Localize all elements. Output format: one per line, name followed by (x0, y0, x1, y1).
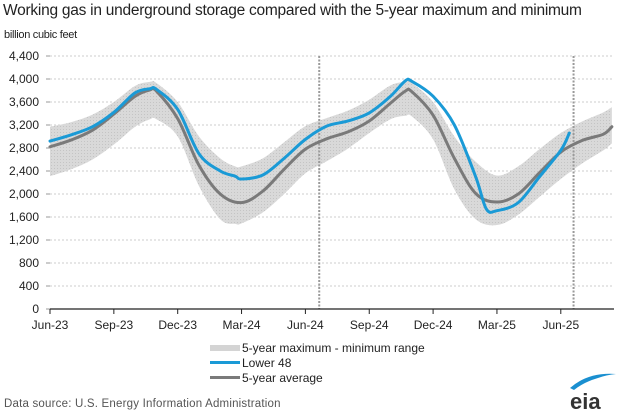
legend-label: Lower 48 (242, 355, 292, 370)
y-tick-label: 3,200 (9, 118, 39, 132)
y-tick-label: 1,600 (9, 210, 39, 224)
reference-lines (318, 56, 575, 309)
range-band (50, 81, 612, 226)
x-tick-label: Jun-24 (287, 318, 324, 332)
eia-logo-swoosh-icon (570, 373, 616, 390)
y-tick-label: 4,400 (9, 49, 39, 63)
y-tick-label: 400 (19, 279, 39, 293)
y-tick-label: 800 (19, 256, 39, 270)
lower48-line (48, 77, 571, 214)
y-tick-label: 2,800 (9, 141, 39, 155)
average-swatch (210, 376, 240, 379)
y-tick-label: 0 (32, 302, 39, 316)
chart-title: Working gas in underground storage compa… (3, 2, 582, 19)
eia-logo-text: eia (570, 389, 601, 412)
range-swatch (210, 344, 240, 351)
x-tick-label: Dec-24 (414, 318, 453, 332)
x-tick-label: Mar-25 (478, 318, 516, 332)
x-tick-label: Dec-23 (158, 318, 197, 332)
eia-logo: eia (570, 373, 616, 412)
y-tick-label: 3,600 (9, 95, 39, 109)
data-source-note: Data source: U.S. Energy Information Adm… (4, 398, 281, 410)
y-tick-label: 2,000 (9, 187, 39, 201)
y-tick-label: 1,200 (9, 233, 39, 247)
x-tick-label: Sep-23 (94, 318, 133, 332)
legend-label: 5-year average (242, 370, 323, 385)
legend-label: 5-year maximum - minimum range (242, 340, 425, 355)
chart-canvas: 0 400 800 1,200 1,600 2,000 2,400 2,800 3,200 3,6… (9, 49, 614, 332)
legend-item-lower48: Lower 48 (210, 355, 425, 370)
y-axis-unit-label: billion cubic feet (4, 29, 77, 41)
x-tick-label: Jun-25 (542, 318, 579, 332)
legend: 5-year maximum - minimum range Lower 48 … (210, 340, 425, 385)
y-tick-label: 2,400 (9, 164, 39, 178)
x-tick-label: Sep-24 (350, 318, 389, 332)
axes: 0 400 800 1,200 1,600 2,000 2,400 2,800 3,200 3,6… (9, 49, 614, 332)
series-layer (48, 77, 614, 214)
y-tick-label: 4,000 (9, 72, 39, 86)
x-tick-label: Jun-23 (32, 318, 69, 332)
range-band-layer (50, 81, 612, 226)
legend-item-range: 5-year maximum - minimum range (210, 340, 425, 355)
x-tick-label: Mar-24 (223, 318, 261, 332)
legend-item-5yr-average: 5-year average (210, 370, 425, 385)
lower48-swatch (210, 361, 240, 364)
